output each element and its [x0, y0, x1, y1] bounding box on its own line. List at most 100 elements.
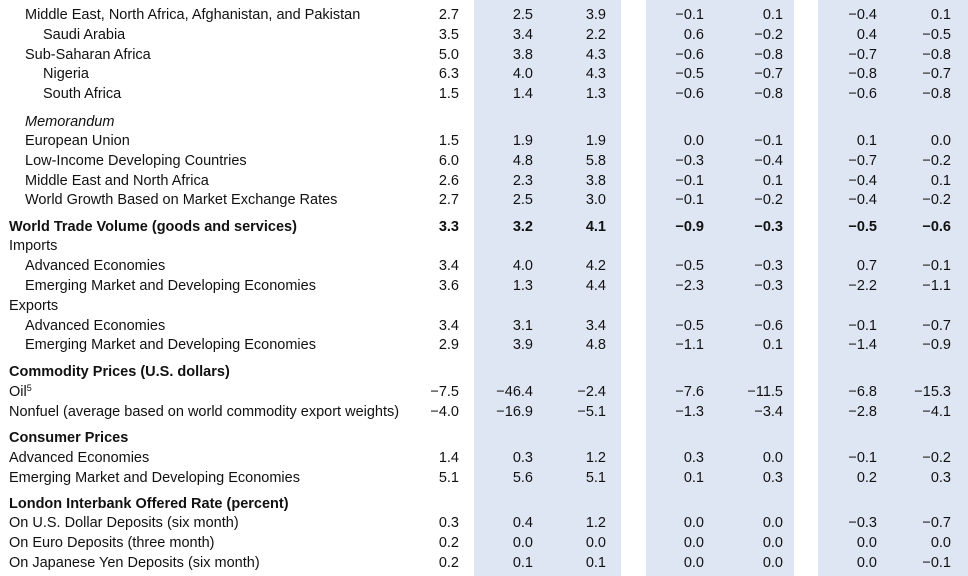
cell-diff-july-2017: −0.4 [754, 153, 783, 169]
row-label: On Euro Deposits (three month) [9, 533, 215, 553]
cell-value-2015: 3.5 [438, 27, 459, 43]
cell-projection-2017: 3.4 [585, 318, 606, 334]
cell-projection-2016: 4.8 [512, 153, 533, 169]
table-row: Saudi Arabia 3.5 3.4 2.2 0.6 −0.2 0.4 −0.5 [0, 25, 968, 45]
cell-projection-2016: 0.3 [512, 450, 533, 466]
cell-projection-2016: 5.6 [512, 470, 533, 486]
cell-diff-july-2016: −1.1 [675, 337, 704, 353]
cell-diff-july-2016: −0.6 [675, 47, 704, 63]
row-label: Saudi Arabia [43, 25, 125, 45]
row-label: European Union [25, 131, 130, 151]
cell-diff-april-2017: −0.5 [922, 27, 951, 43]
cell-diff-july-2016: −0.1 [675, 173, 704, 189]
table-row: Middle East, North Africa, Afghanistan, … [0, 5, 968, 25]
cell-projection-2016: −16.9 [496, 404, 533, 420]
cell-projection-2017: 1.9 [585, 133, 606, 149]
cell-value-2015: 6.0 [438, 153, 459, 169]
cell-projection-2017: 2.2 [585, 27, 606, 43]
cell-diff-april-2016: −0.1 [848, 318, 877, 334]
cell-value-2015: 2.9 [438, 337, 459, 353]
table-row: Advanced Economies 3.4 3.1 3.4 −0.5 −0.6 −0.1 −… [0, 316, 968, 336]
table-row: European Union 1.5 1.9 1.9 0.0 −0.1 0.1 0.0 [0, 131, 968, 151]
table-row: Nigeria 6.3 4.0 4.3 −0.5 −0.7 −0.8 −0.7 [0, 64, 968, 84]
cell-projection-2017: 1.2 [585, 450, 606, 466]
row-label-text: On Japanese Yen Deposits (six month) [9, 555, 260, 571]
cell-diff-april-2016: 0.0 [856, 555, 877, 571]
cell-diff-april-2016: −0.7 [848, 47, 877, 63]
cell-diff-april-2017: −0.7 [922, 515, 951, 531]
row-label-text: European Union [25, 133, 130, 149]
row-label: Advanced Economies [25, 316, 165, 336]
cell-value-2015: −4.0 [430, 404, 459, 420]
cell-projection-2017: 3.0 [585, 192, 606, 208]
cell-projection-2017: 5.1 [585, 470, 606, 486]
cell-diff-july-2017: 0.0 [762, 450, 783, 466]
table-row: On Euro Deposits (three month) 0.2 0.0 0.0 0… [0, 533, 968, 553]
row-label-text: Emerging Market and Developing Economies [25, 278, 316, 294]
cell-diff-april-2017: −0.8 [922, 47, 951, 63]
cell-diff-april-2017: −0.6 [922, 219, 951, 235]
cell-diff-april-2017: 0.1 [930, 173, 951, 189]
cell-diff-april-2016: −0.3 [848, 515, 877, 531]
cell-projection-2017: −5.1 [577, 404, 606, 420]
row-label-text: Emerging Market and Developing Economies [9, 470, 300, 486]
cell-diff-april-2017: 0.3 [930, 470, 951, 486]
cell-projection-2016: 0.4 [512, 515, 533, 531]
cell-value-2015: 0.2 [438, 555, 459, 571]
cell-diff-july-2016: 0.3 [683, 450, 704, 466]
row-label-text: Commodity Prices (U.S. dollars) [9, 364, 230, 380]
cell-diff-july-2017: −0.8 [754, 47, 783, 63]
cell-projection-2017: 3.8 [585, 173, 606, 189]
cell-projection-2016: 1.4 [512, 86, 533, 102]
cell-value-2015: 3.6 [438, 278, 459, 294]
table-row: South Africa 1.5 1.4 1.3 −0.6 −0.8 −0.6 −0.8 [0, 84, 968, 104]
cell-projection-2017: 5.8 [585, 153, 606, 169]
cell-diff-july-2017: −3.4 [754, 404, 783, 420]
cell-projection-2016: 2.5 [512, 7, 533, 23]
cell-diff-april-2016: −0.4 [848, 173, 877, 189]
cell-diff-april-2016: 0.4 [856, 27, 877, 43]
cell-diff-july-2017: −11.5 [747, 384, 783, 400]
table-section-heading: Consumer Prices [0, 428, 968, 448]
cell-projection-2017: 4.4 [585, 278, 606, 294]
table-section-heading: Commodity Prices (U.S. dollars) [0, 362, 968, 382]
cell-diff-april-2017: −0.1 [922, 555, 951, 571]
cell-projection-2016: 2.3 [512, 173, 533, 189]
cell-projection-2017: −2.4 [577, 384, 606, 400]
table-section-heading: Exports [0, 296, 968, 316]
cell-diff-july-2016: −1.3 [675, 404, 704, 420]
cell-diff-april-2017: −0.7 [922, 318, 951, 334]
row-label: Consumer Prices [9, 428, 128, 448]
row-label-text: Advanced Economies [25, 258, 166, 274]
row-label-text: Advanced Economies [25, 318, 166, 334]
cell-projection-2017: 3.9 [585, 7, 606, 23]
table-row: Advanced Economies 1.4 0.3 1.2 0.3 0.0 −0.1 −0.… [0, 448, 968, 468]
row-label: On Japanese Yen Deposits (six month) [9, 553, 260, 573]
cell-diff-april-2016: 0.2 [856, 470, 877, 486]
cell-projection-2017: 1.3 [585, 86, 606, 102]
cell-diff-july-2016: −0.1 [675, 7, 704, 23]
row-label: Imports [9, 236, 57, 256]
table-row: World Growth Based on Market Exchange Ra… [0, 190, 968, 210]
cell-projection-2017: 1.2 [585, 515, 606, 531]
row-label: On U.S. Dollar Deposits (six month) [9, 513, 239, 533]
cell-diff-july-2017: −0.3 [754, 219, 783, 235]
footnote-marker: 5 [26, 383, 32, 393]
cell-diff-april-2017: −0.2 [922, 153, 951, 169]
cell-value-2015: 3.4 [438, 258, 459, 274]
cell-diff-april-2017: −0.1 [922, 258, 951, 274]
row-label: Advanced Economies [25, 256, 165, 276]
cell-diff-july-2017: 0.0 [762, 535, 783, 551]
cell-projection-2016: 3.1 [512, 318, 533, 334]
table-row: Middle East and North Africa 2.6 2.3 3.8 −0.… [0, 171, 968, 191]
cell-diff-july-2017: 0.0 [762, 515, 783, 531]
cell-diff-april-2016: 0.1 [856, 133, 877, 149]
cell-diff-april-2017: −0.7 [922, 66, 951, 82]
row-label-text: Emerging Market and Developing Economies [25, 337, 316, 353]
cell-diff-april-2016: −2.2 [848, 278, 877, 294]
cell-diff-april-2016: −6.8 [848, 384, 877, 400]
cell-diff-july-2016: 0.1 [683, 470, 704, 486]
table-section-heading: Imports [0, 236, 968, 256]
cell-value-2015: 2.6 [438, 173, 459, 189]
row-label: London Interbank Offered Rate (percent) [9, 494, 289, 514]
